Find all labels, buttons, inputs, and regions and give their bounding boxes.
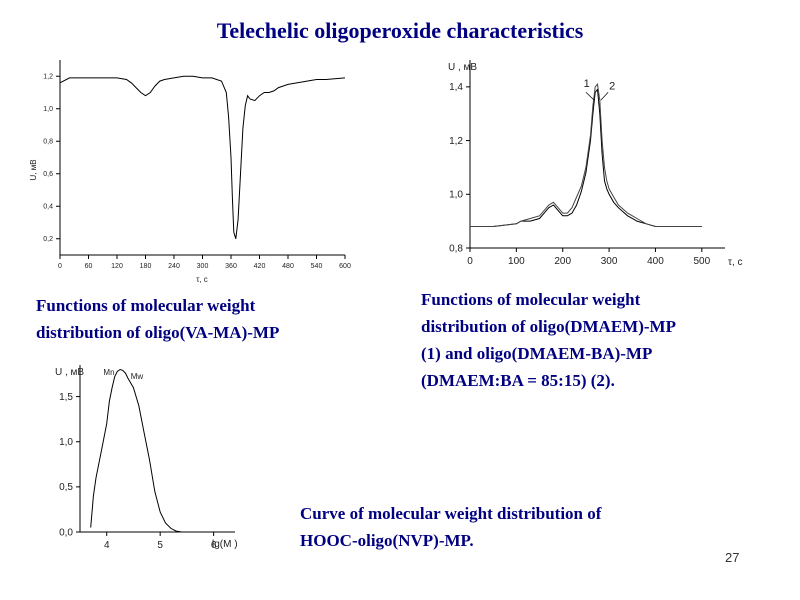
caption-line: distribution of oligo(VA-MA)-MP <box>36 323 280 342</box>
series-annotation-1: 1 <box>584 78 590 90</box>
caption-line: distribution of oligo(DMAEM)-MP <box>421 317 676 336</box>
chart-oligo-dmaem: U , мВ τ, c 0 100 200 300 400 500 0,8 1,0 1,2 1,4… <box>448 60 743 268</box>
x-tick-label: 0 <box>58 263 62 270</box>
caption-line: Functions of molecular weight <box>36 296 256 315</box>
chart-oligo-va-ma: U, мВ τ, c 0 60 120 180 240 300 360 420 480 540 60… <box>29 60 351 284</box>
series-line-2 <box>470 83 702 227</box>
x-tick-label: 480 <box>282 263 294 270</box>
series-line <box>90 368 193 533</box>
caption-line: (1) and oligo(DMAEM-BA)-MP <box>421 344 653 363</box>
x-tick-label: 200 <box>554 256 571 267</box>
x-tick-label: 4 <box>104 540 110 551</box>
y-tick-label: 1,0 <box>59 437 73 448</box>
annotation-leader-2 <box>600 91 609 101</box>
x-tick-label: 240 <box>168 263 180 270</box>
chart3-x-label: lg(M ) <box>212 539 238 550</box>
series-annotation-2: 2 <box>609 81 615 93</box>
series-line-1 <box>470 88 702 227</box>
y-tick-label: 1,0 <box>449 190 463 201</box>
caption-line: HOOC-oligo(NVP)-MP. <box>300 531 474 550</box>
page-number: 27 <box>725 550 740 565</box>
caption-line: Curve of molecular weight distribution o… <box>300 504 602 523</box>
x-tick-label: 420 <box>254 263 266 270</box>
x-tick-label: 300 <box>601 256 618 267</box>
y-tick-label: 0,2 <box>43 236 53 243</box>
x-tick-label: 500 <box>693 256 710 267</box>
y-tick-label: 1,2 <box>449 136 463 147</box>
x-tick-label: 100 <box>508 256 525 267</box>
x-tick-label: 360 <box>225 263 237 270</box>
y-tick-label: 0,0 <box>59 527 73 538</box>
y-tick-label: 0,8 <box>449 243 463 254</box>
x-tick-label: 300 <box>197 263 209 270</box>
y-tick-label: 1,2 <box>43 74 53 81</box>
annotation-leader-1 <box>585 91 595 101</box>
y-tick-label: 0,5 <box>59 482 73 493</box>
x-tick-label: 60 <box>85 263 93 270</box>
y-tick-label: 0,6 <box>43 171 53 178</box>
caption-line: (DMAEM:BA = 85:15) (2). <box>421 371 615 390</box>
y-tick-label: 1,4 <box>449 82 463 93</box>
caption-oligo-dmaem: Functions of molecular weight distributi… <box>421 286 676 394</box>
chart2-x-label: τ, c <box>728 257 743 268</box>
caption-oligo-nvp: Curve of molecular weight distribution o… <box>300 500 601 554</box>
x-tick-label: 400 <box>647 256 664 267</box>
x-tick-label: 120 <box>111 263 123 270</box>
caption-line: Functions of molecular weight <box>421 290 641 309</box>
chart-hooc-oligo-nvp: U , мВ lg(M ) 4 5 6 0,0 0,5 1,0 1,5 Mn Mw <box>55 365 238 551</box>
mn-annotation: Mn <box>103 368 114 377</box>
chart3-y-label: U , мВ <box>55 367 84 378</box>
slide-title: Telechelic oligoperoxide characteristics <box>216 18 584 43</box>
chart1-x-label: τ, c <box>196 275 208 284</box>
mw-annotation: Mw <box>131 372 144 381</box>
caption-oligo-va-ma: Functions of molecular weight distributi… <box>36 292 279 346</box>
x-tick-label: 600 <box>339 263 351 270</box>
x-tick-label: 5 <box>157 540 163 551</box>
x-tick-label: 0 <box>467 256 473 267</box>
y-tick-label: 1,0 <box>43 106 53 113</box>
x-tick-label: 540 <box>311 263 323 270</box>
x-tick-label: 180 <box>140 263 152 270</box>
y-tick-label: 0,8 <box>43 139 53 146</box>
series-line <box>59 75 346 239</box>
chart1-y-label: U, мВ <box>29 159 38 180</box>
y-tick-label: 0,4 <box>43 204 53 211</box>
y-tick-label: 1,5 <box>59 392 73 403</box>
x-tick-label: 6 <box>211 540 217 551</box>
chart2-y-label: U , мВ <box>448 62 477 73</box>
